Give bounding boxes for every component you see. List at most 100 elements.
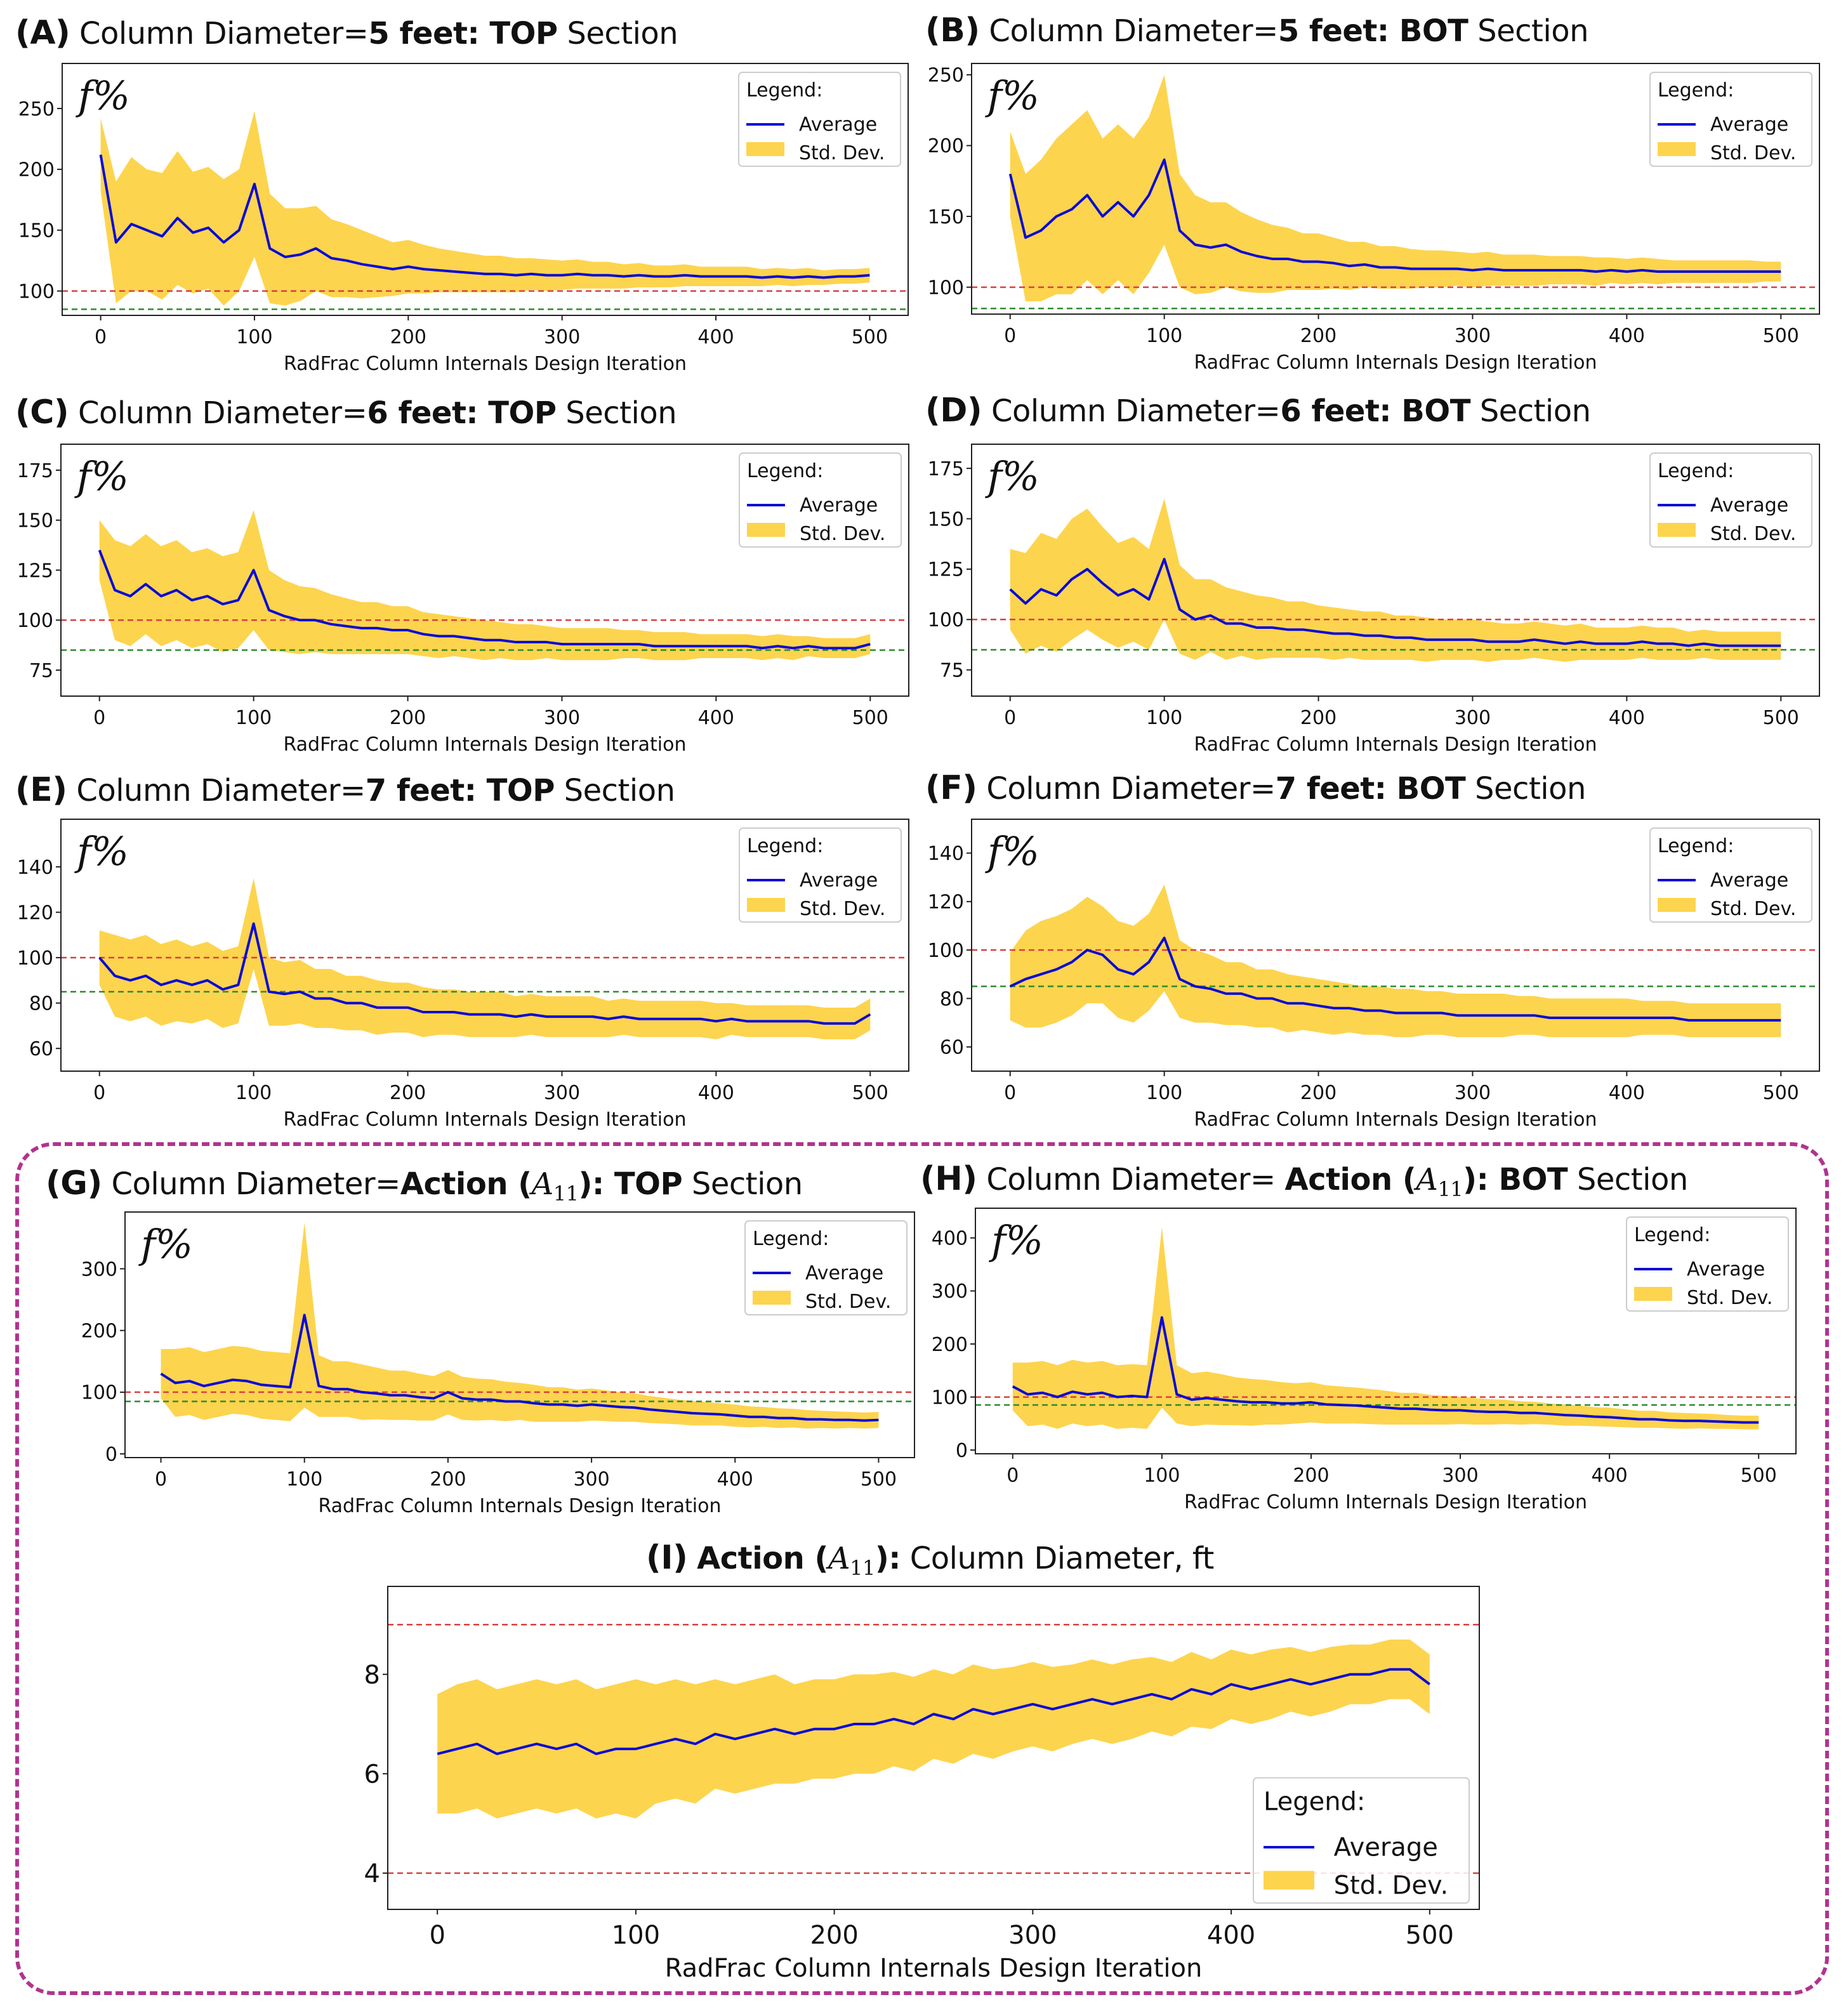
y-tick-label: 200: [18, 159, 55, 181]
std-dev-band: [1012, 1227, 1759, 1430]
y-tick-label: 80: [29, 993, 53, 1015]
y-tick-label: 80: [940, 988, 964, 1010]
title-segment: Column Diameter, ft: [900, 1541, 1215, 1576]
x-tick-label: 100: [1146, 325, 1182, 347]
legend-item-label: Average: [800, 869, 878, 892]
y-tick-label: 125: [17, 560, 53, 582]
legend: Legend: Average Std. Dev.: [739, 452, 902, 548]
x-tick-label: 100: [236, 326, 272, 348]
y-axis-label: f%: [989, 1217, 1043, 1263]
x-tick-label: 300: [1008, 1921, 1057, 1950]
legend-item-label: Average: [799, 114, 877, 136]
title-segment: Column Diameter=: [982, 393, 1281, 429]
panel-title: (E) Column Diameter=7 feet: TOP Section: [15, 771, 675, 809]
y-axis-label: f%: [985, 72, 1040, 119]
average-line: [99, 154, 870, 279]
title-segment: (A): [15, 14, 70, 52]
x-tick-label: 500: [1406, 1921, 1454, 1950]
title-segment: Section: [556, 395, 677, 431]
title-segment: A: [531, 1166, 554, 1202]
panel-plot: 0 100 200 300 400 500 4 6 8 RadFrac Column Intern…: [364, 1586, 1480, 1983]
y-tick-label: 175: [17, 460, 53, 482]
title-segment: Column Diameter=: [102, 1166, 400, 1202]
title-segment: Column Diameter=: [977, 771, 1276, 807]
y-tick-label: 120: [17, 902, 53, 924]
y-tick-label: 250: [18, 98, 55, 121]
x-tick-label: 300: [573, 1468, 609, 1491]
x-tick-label: 300: [1455, 325, 1491, 347]
title-segment: Column Diameter=: [67, 773, 366, 808]
x-tick-label: 400: [1609, 707, 1645, 729]
x-tick-label: 200: [1293, 1465, 1329, 1487]
title-segment: A: [828, 1541, 850, 1576]
title-segment: Column Diameter=: [979, 13, 1278, 49]
x-tick-label: 200: [430, 1468, 466, 1491]
y-tick-label: 150: [928, 206, 964, 228]
legend: Legend: Average Std. Dev.: [744, 1220, 908, 1315]
legend-title: Legend:: [746, 79, 822, 102]
y-tick-label: 150: [928, 508, 964, 530]
legend: Legend: Average Std. Dev.: [1649, 72, 1812, 167]
y-axis-label: f%: [138, 1221, 193, 1267]
title-segment: (G): [46, 1164, 102, 1202]
legend-item-label: Std. Dev.: [1687, 1287, 1772, 1309]
legend-item-label: Average: [800, 494, 878, 517]
x-tick-label: 100: [235, 1082, 272, 1104]
x-tick-label: 400: [1609, 325, 1645, 347]
x-axis-label: RadFrac Column Internals Design Iteratio…: [665, 1954, 1203, 1983]
title-segment: 7 feet: BOT: [1275, 771, 1466, 807]
std-dev-band: [1010, 498, 1781, 662]
title-segment: (H): [920, 1160, 977, 1198]
plot-frame: [60, 819, 909, 1072]
panel-title: (I) Action (A11): Column Diameter, ft: [646, 1539, 1214, 1580]
legend-std-dev-swatch: [753, 1291, 791, 1305]
y-tick-label: 140: [17, 857, 53, 879]
average-line: [1009, 937, 1781, 1022]
y-tick-label: 100: [17, 947, 53, 970]
x-axis-label: RadFrac Column Internals Design Iteratio…: [318, 1495, 721, 1517]
x-tick-label: 100: [235, 707, 272, 729]
panel-title: (G) Column Diameter=Action (A11): TOP Se…: [46, 1164, 803, 1206]
y-axis-label: f%: [74, 828, 129, 874]
x-tick-label: 400: [1592, 1465, 1628, 1487]
y-axis-label: f%: [76, 72, 130, 119]
x-tick-label: 500: [1763, 325, 1799, 347]
y-tick-label: 100: [928, 277, 964, 299]
plot-frame: [971, 819, 1820, 1072]
x-tick-label: 200: [810, 1921, 858, 1950]
x-tick-label: 200: [390, 1082, 426, 1104]
y-axis-label: f%: [74, 453, 129, 499]
x-tick-label: 100: [1146, 1082, 1182, 1104]
legend: Legend: Average Std. Dev.: [1649, 827, 1812, 923]
title-segment: Column Diameter=: [70, 16, 369, 51]
x-tick-label: 500: [1763, 1082, 1799, 1104]
y-tick-label: 140: [928, 843, 964, 865]
title-segment: 11: [850, 1556, 875, 1580]
legend-item-label: Std. Dev.: [800, 898, 885, 920]
title-segment: Column Diameter=: [977, 1162, 1285, 1197]
plot-frame: [975, 1208, 1797, 1454]
x-tick-label: 300: [544, 707, 580, 729]
x-tick-label: 400: [717, 1468, 753, 1491]
title-segment: (E): [15, 771, 67, 809]
x-tick-label: 500: [1763, 707, 1799, 729]
panel-title: (C) Column Diameter=6 feet: TOP Section: [15, 393, 677, 432]
legend-std-dev-swatch: [747, 523, 785, 537]
title-segment: 5 feet: BOT: [1277, 13, 1468, 49]
legend: Legend: Average Std. Dev.: [739, 827, 902, 923]
std-dev-band: [99, 510, 871, 661]
std-dev-band: [1010, 74, 1781, 301]
x-tick-label: 400: [698, 1082, 734, 1104]
panel-plot: 0 100 200 300 400 500 0 100 200 300 RadFrac Column…: [81, 1211, 915, 1517]
average-line: [98, 550, 871, 650]
legend-title: Legend:: [1658, 79, 1734, 102]
y-axis-label: f%: [985, 453, 1040, 499]
x-tick-label: 200: [1300, 1082, 1336, 1104]
x-axis-label: RadFrac Column Internals Design Iteratio…: [1184, 1491, 1587, 1513]
y-tick-label: 75: [940, 660, 964, 682]
legend-std-dev-swatch: [1658, 523, 1696, 537]
x-tick-label: 100: [286, 1468, 322, 1491]
title-segment: 5 feet: TOP: [368, 16, 558, 51]
